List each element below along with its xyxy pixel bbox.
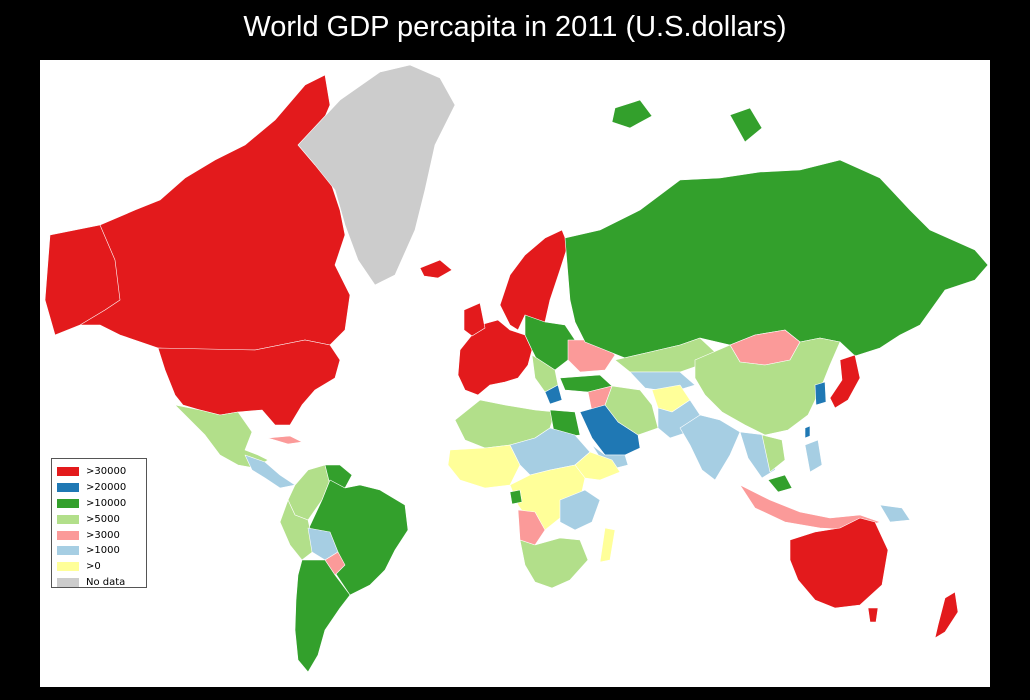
legend-label: >5000 xyxy=(86,513,120,525)
legend-label: >20000 xyxy=(86,482,127,494)
taiwan-region xyxy=(804,425,811,439)
china-region xyxy=(694,337,841,436)
russia-region xyxy=(564,159,989,359)
indochina-region xyxy=(761,434,786,473)
iceland-region xyxy=(419,259,453,279)
east-africa-region xyxy=(559,489,601,531)
alaska-region xyxy=(44,224,121,336)
eastern-europe-region xyxy=(524,314,576,371)
japan-region xyxy=(829,354,861,409)
scandinavia-region xyxy=(499,229,569,331)
legend-swatch xyxy=(57,577,79,587)
korea-region xyxy=(814,381,827,406)
usa-region xyxy=(157,339,341,426)
svalbard-region xyxy=(611,99,653,129)
map-title: World GDP percapita in 2011 (U.S.dollars… xyxy=(243,11,787,43)
gabon-region xyxy=(509,489,523,505)
west-africa-region xyxy=(447,444,521,489)
britain-region xyxy=(463,302,486,337)
greece-region xyxy=(544,384,563,405)
novaya-zemlya-region xyxy=(729,107,763,143)
legend-swatch xyxy=(57,483,79,493)
legend-item-gt0: >0 xyxy=(57,559,146,575)
legend-label: >30000 xyxy=(86,466,127,478)
legend-swatch xyxy=(57,562,79,572)
legend-swatch xyxy=(57,546,79,556)
legend-item-gt30000: >30000 xyxy=(57,464,146,480)
philippines-region xyxy=(804,439,823,473)
legend-label: >1000 xyxy=(86,545,120,557)
madagascar-region xyxy=(599,527,616,563)
argentina-region xyxy=(294,559,351,673)
new-zealand-region xyxy=(934,591,959,639)
legend-item-gt5000: >5000 xyxy=(57,511,146,527)
legend-item-gt10000: >10000 xyxy=(57,496,146,512)
indonesia-region xyxy=(739,484,881,531)
legend-label: No data xyxy=(86,576,126,588)
southern-africa-region xyxy=(519,537,589,589)
arabia-region xyxy=(579,404,641,456)
legend-swatch xyxy=(57,530,79,540)
western-europe-region xyxy=(457,319,533,396)
malaysia-region xyxy=(767,474,793,493)
australia-region xyxy=(789,517,889,609)
angola-region xyxy=(517,509,546,546)
legend-swatch xyxy=(57,498,79,508)
png-region xyxy=(879,504,911,523)
peru-region xyxy=(279,499,316,561)
legend-label: >3000 xyxy=(86,529,120,541)
map-legend: >30000 >20000 >10000 >5000 >3000 >1000 >… xyxy=(51,458,147,588)
central-america-region xyxy=(244,454,296,489)
tasmania-region xyxy=(867,607,879,623)
world-map xyxy=(40,60,990,687)
india-region xyxy=(679,414,741,481)
caribbean-region xyxy=(267,435,303,445)
legend-swatch xyxy=(57,514,79,524)
legend-label: >10000 xyxy=(86,497,127,509)
legend-item-gt1000: >1000 xyxy=(57,543,146,559)
legend-item-nodata: No data xyxy=(57,575,146,591)
map-canvas xyxy=(44,64,989,673)
legend-item-gt20000: >20000 xyxy=(57,480,146,496)
legend-label: >0 xyxy=(86,561,101,573)
mexico-region xyxy=(174,404,269,469)
canada-region xyxy=(44,74,351,351)
legend-item-gt3000: >3000 xyxy=(57,527,146,543)
greenland-region xyxy=(297,64,456,286)
legend-swatch xyxy=(57,467,79,477)
